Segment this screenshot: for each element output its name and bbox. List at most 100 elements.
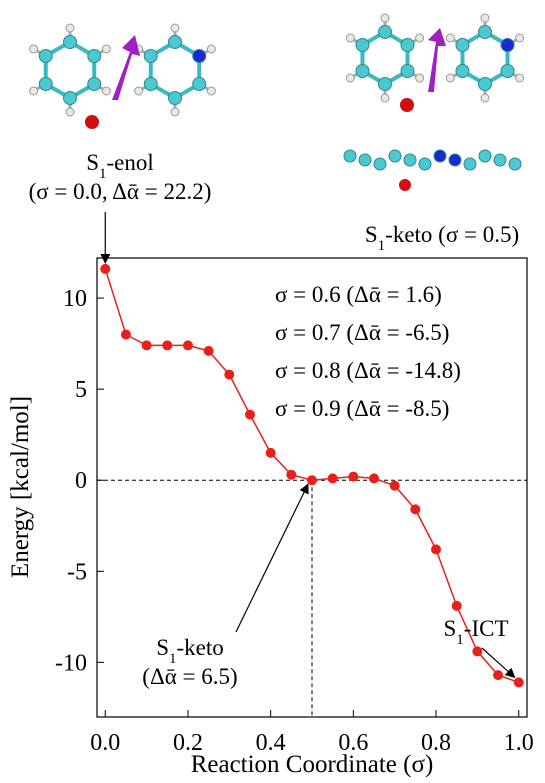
atom bbox=[379, 26, 392, 39]
atom bbox=[434, 150, 446, 162]
atom bbox=[39, 78, 52, 91]
atom bbox=[135, 87, 143, 95]
annotation: S1-enol bbox=[86, 150, 154, 182]
x-tick-label: 1.0 bbox=[504, 730, 534, 756]
y-tick-label: 5 bbox=[75, 377, 87, 403]
y-tick-label: 0 bbox=[75, 468, 87, 494]
annotation-part: S bbox=[156, 635, 169, 660]
atom bbox=[102, 45, 110, 53]
atom bbox=[449, 154, 461, 166]
y-tick-label: -5 bbox=[67, 559, 87, 585]
annotation-part: 1 bbox=[456, 632, 464, 648]
note: σ = 0.6 (Δᾱ = 1.6) bbox=[275, 282, 442, 307]
data-point bbox=[452, 601, 462, 611]
annotation: S1-ICT bbox=[443, 616, 508, 648]
atom bbox=[207, 87, 215, 95]
dipole-arrow bbox=[428, 28, 446, 92]
atom bbox=[66, 24, 74, 32]
atom bbox=[516, 34, 524, 42]
atom bbox=[344, 150, 356, 162]
atom bbox=[479, 26, 492, 39]
data-point bbox=[328, 473, 338, 483]
atom bbox=[169, 92, 182, 105]
data-point bbox=[142, 340, 152, 350]
atom bbox=[346, 74, 354, 82]
annotation-part: -ICT bbox=[464, 616, 509, 641]
x-tick-label: 0.8 bbox=[421, 730, 451, 756]
atom bbox=[374, 158, 386, 170]
data-point bbox=[162, 340, 172, 350]
x-tick-label: 0.4 bbox=[256, 730, 286, 756]
annotation: (Δᾱ = 6.5) bbox=[142, 664, 237, 689]
data-point bbox=[100, 264, 110, 274]
data-point bbox=[183, 340, 193, 350]
annotation-part: -keto bbox=[177, 635, 224, 660]
atom bbox=[456, 39, 469, 52]
y-tick-label: -10 bbox=[55, 650, 87, 676]
atom bbox=[381, 94, 389, 102]
x-axis-title: Reaction Coordinate (σ) bbox=[191, 751, 434, 778]
atom bbox=[207, 45, 215, 53]
data-point bbox=[514, 677, 524, 687]
atom bbox=[494, 154, 506, 166]
molecule-images bbox=[30, 14, 524, 191]
atom bbox=[401, 39, 414, 52]
annotation-part: -keto (σ = 0.5) bbox=[385, 222, 519, 247]
atom bbox=[30, 87, 38, 95]
atom bbox=[144, 78, 157, 91]
annotation-part: -enol bbox=[107, 150, 154, 175]
atom bbox=[479, 150, 491, 162]
atom bbox=[400, 98, 414, 112]
atom bbox=[399, 179, 411, 191]
annotation: S1-keto (σ = 0.5) bbox=[365, 222, 519, 254]
atom bbox=[144, 50, 157, 63]
data-point bbox=[286, 470, 296, 480]
note: σ = 0.9 (Δᾱ = -8.5) bbox=[275, 396, 449, 421]
atom bbox=[464, 158, 476, 170]
atom bbox=[446, 34, 454, 42]
data-point bbox=[204, 346, 214, 356]
data-point bbox=[245, 410, 255, 420]
annotation-part: (Δᾱ = 6.5) bbox=[142, 664, 237, 689]
atom bbox=[481, 14, 489, 22]
data-point bbox=[369, 473, 379, 483]
atom bbox=[346, 34, 354, 42]
atom bbox=[102, 87, 110, 95]
annotation: (σ = 0.0, Δᾱ = 22.2) bbox=[29, 179, 212, 204]
atom bbox=[501, 65, 514, 78]
atom bbox=[39, 50, 52, 63]
atom bbox=[88, 78, 101, 91]
y-tick-label: 10 bbox=[63, 286, 87, 312]
annotation: S1-keto bbox=[156, 635, 224, 667]
annotation-part: S bbox=[365, 222, 378, 247]
atom bbox=[30, 45, 38, 53]
annotation-arrow bbox=[236, 484, 308, 632]
atom bbox=[516, 74, 524, 82]
atom bbox=[479, 78, 492, 91]
atom bbox=[416, 34, 424, 42]
atom bbox=[446, 74, 454, 82]
annotation-part: 1 bbox=[378, 238, 386, 254]
atom bbox=[456, 65, 469, 78]
atom bbox=[481, 94, 489, 102]
atom bbox=[66, 108, 74, 116]
atom bbox=[356, 65, 369, 78]
atom bbox=[356, 39, 369, 52]
figure: Energy [kcal/mol] Reaction Coordinate (σ… bbox=[0, 0, 545, 783]
data-point bbox=[307, 475, 317, 485]
atom bbox=[169, 36, 182, 49]
atom bbox=[381, 14, 389, 22]
data-point bbox=[390, 481, 400, 491]
data-point bbox=[410, 504, 420, 514]
atom bbox=[171, 24, 179, 32]
x-tick-label: 0.6 bbox=[338, 730, 368, 756]
atom bbox=[171, 108, 179, 116]
atom bbox=[85, 115, 99, 129]
data-point bbox=[431, 544, 441, 554]
data-point bbox=[472, 646, 482, 656]
atom bbox=[64, 36, 77, 49]
x-tick-label: 0.2 bbox=[173, 730, 203, 756]
atom bbox=[359, 154, 371, 166]
atom bbox=[64, 92, 77, 105]
atom bbox=[501, 39, 514, 52]
